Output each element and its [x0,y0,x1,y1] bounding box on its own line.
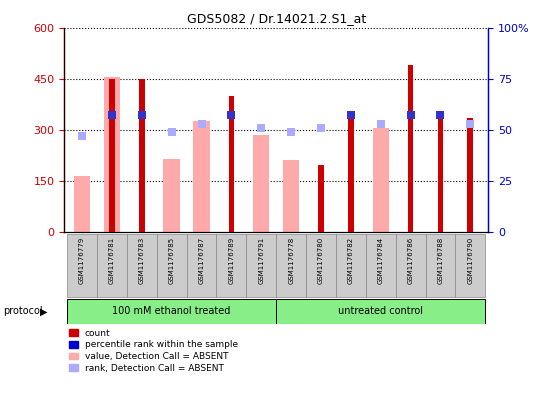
Text: GSM1176780: GSM1176780 [318,237,324,284]
Text: untreated control: untreated control [338,307,423,316]
Bar [229,95,234,232]
Text: GSM1176784: GSM1176784 [378,237,384,284]
Bar [283,160,299,232]
Bar [186,234,217,297]
Text: GSM1176791: GSM1176791 [258,237,264,284]
Point [257,125,266,131]
Text: GSM1176786: GSM1176786 [407,237,413,284]
Bar [276,234,306,297]
Bar [408,65,413,232]
Bar [318,165,324,232]
Bar [246,234,276,297]
Point [227,112,236,119]
Bar [67,234,97,297]
Text: GSM1176785: GSM1176785 [169,237,175,284]
Bar [336,234,366,297]
Bar [74,176,90,232]
Text: ▶: ▶ [40,307,47,316]
Bar [455,234,485,297]
Point [466,120,475,127]
Bar [276,299,485,324]
Text: GSM1176789: GSM1176789 [228,237,234,284]
Bar [396,234,426,297]
Bar [437,118,444,232]
Point [347,112,355,119]
Bar [193,121,210,232]
Point [78,133,86,139]
Bar [139,79,145,232]
Text: GSM1176790: GSM1176790 [468,237,473,284]
Point [406,112,415,119]
Point [197,120,206,127]
Bar [306,234,336,297]
Text: GSM1176779: GSM1176779 [79,237,85,284]
Point [316,125,325,131]
Text: 100 mM ethanol treated: 100 mM ethanol treated [113,307,231,316]
Text: GSM1176782: GSM1176782 [348,237,354,284]
Text: GSM1176783: GSM1176783 [139,237,145,284]
Text: protocol: protocol [3,307,42,316]
Title: GDS5082 / Dr.14021.2.S1_at: GDS5082 / Dr.14021.2.S1_at [186,12,366,25]
Text: GSM1176787: GSM1176787 [199,237,205,284]
Bar [67,299,276,324]
Bar [157,234,186,297]
Bar [426,234,455,297]
Legend: count, percentile rank within the sample, value, Detection Call = ABSENT, rank, : count, percentile rank within the sample… [69,329,238,373]
Text: GSM1176781: GSM1176781 [109,237,115,284]
Bar [97,234,127,297]
Bar [348,118,354,232]
Point [436,112,445,119]
Bar [127,234,157,297]
Bar [373,128,389,232]
Text: GSM1176778: GSM1176778 [288,237,294,284]
Point [137,112,146,119]
Bar [109,79,115,232]
Bar [163,159,180,232]
Bar [104,77,120,232]
Point [376,120,385,127]
Point [108,112,117,119]
Bar [468,118,473,232]
Bar [217,234,246,297]
Point [167,129,176,135]
Point [287,129,296,135]
Bar [366,234,396,297]
Bar [253,135,270,232]
Text: GSM1176788: GSM1176788 [437,237,444,284]
